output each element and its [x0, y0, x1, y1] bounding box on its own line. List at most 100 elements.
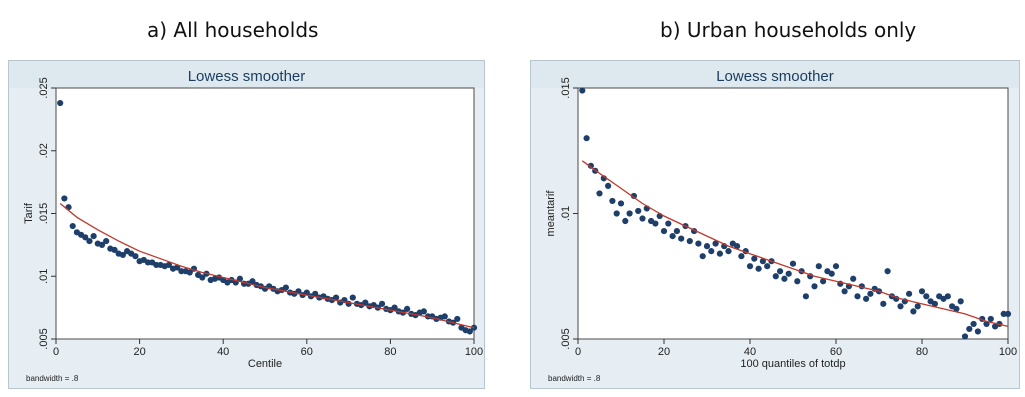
b-data-point — [712, 240, 719, 247]
a-data-point — [90, 232, 97, 240]
b-data-point — [880, 300, 887, 307]
b-lowess-line — [581, 160, 1009, 328]
a-x-tick-label: 20 — [133, 346, 145, 358]
b-data-point — [794, 278, 801, 285]
a-data-point — [362, 299, 369, 306]
a-data-point — [57, 99, 64, 107]
b-data-point — [957, 298, 964, 305]
b-data-point — [583, 135, 590, 142]
a-data-point — [86, 238, 93, 245]
a-data-point — [303, 289, 310, 296]
b-data-point — [759, 258, 766, 265]
a-data-point — [69, 222, 76, 230]
b-data-point — [703, 243, 711, 250]
b-data-point — [1004, 310, 1012, 317]
b-data-point — [820, 278, 827, 285]
chart-urban-households: Lowess smoother 0 20 40 60 80 100 .005 .01 .015 10… — [530, 60, 1020, 389]
chart-a-svg: Lowess smoother 0 20 40 60 80 100 .005 .01 .015 .0… — [8, 60, 485, 389]
b-data-point — [630, 192, 637, 200]
b-data-point — [678, 235, 685, 242]
b-data-point — [953, 305, 960, 312]
b-data-point — [987, 315, 994, 323]
a-x-tick-label: 40 — [217, 346, 229, 358]
b-data-point — [966, 325, 973, 333]
b-data-point — [884, 268, 891, 275]
b-data-point — [918, 288, 926, 295]
b-x-tick-label: 20 — [658, 346, 670, 358]
a-data-point — [103, 238, 110, 245]
b-data-point — [725, 248, 732, 255]
b-data-point — [923, 293, 930, 300]
a-x-axis-title: Centile — [248, 358, 282, 370]
b-data-point — [832, 263, 840, 270]
b-data-point — [639, 215, 646, 222]
b-data-point — [789, 260, 797, 267]
b-data-point — [755, 265, 762, 272]
b-data-point — [854, 293, 861, 300]
a-y-axis-title: Tarif — [23, 202, 35, 224]
a-data-point — [249, 278, 256, 285]
a-x-tick-label: 60 — [301, 346, 313, 358]
b-data-point — [596, 190, 603, 197]
b-data-point — [815, 263, 822, 270]
a-data-point — [98, 241, 106, 248]
a-y-tick-label: .005 — [38, 328, 50, 349]
b-data-point — [716, 250, 723, 257]
a-data-point — [470, 324, 478, 331]
b-x-tick-label: 40 — [744, 346, 756, 358]
b-y-tick-label: .015 — [560, 77, 572, 98]
b-data-point — [867, 290, 874, 297]
b-title: Lowess smoother — [716, 68, 834, 85]
a-title: Lowess smoother — [188, 68, 306, 85]
b-data-point — [828, 270, 835, 277]
b-data-point — [660, 227, 668, 235]
a-data-point — [61, 195, 68, 202]
a-data-point — [312, 290, 319, 297]
b-y-axis-title: meantarif — [545, 190, 557, 237]
b-data-point — [605, 182, 612, 189]
b-data-point — [738, 253, 745, 260]
a-plot-area — [55, 87, 475, 340]
b-bandwidth-note: bandwidth = .8 — [548, 374, 601, 383]
b-x-tick-label: 100 — [999, 346, 1017, 358]
b-data-point — [673, 227, 680, 235]
b-data-point — [579, 87, 586, 94]
b-data-point — [695, 240, 702, 247]
b-x-axis-title: 100 quantiles of totdp — [740, 358, 845, 370]
b-data-point — [850, 275, 857, 282]
b-data-point — [635, 207, 642, 215]
a-data-point — [332, 294, 340, 301]
b-data-point — [652, 220, 659, 227]
b-data-point — [944, 293, 951, 300]
a-data-point — [349, 294, 356, 301]
b-data-point — [699, 253, 706, 260]
b-data-point — [970, 320, 977, 328]
a-y-tick-label: .01 — [38, 269, 50, 284]
a-data-point — [404, 305, 411, 312]
a-y-tick-label: .025 — [38, 77, 50, 98]
panel-a-caption: a) All households — [147, 18, 319, 42]
a-x-tick-label: 0 — [53, 346, 59, 358]
a-x-tick-label: 100 — [465, 346, 483, 358]
b-data-point — [708, 248, 715, 255]
b-data-point — [906, 290, 913, 297]
a-y-tick-label: .02 — [38, 143, 50, 158]
b-data-point — [772, 273, 779, 280]
b-data-point — [897, 303, 904, 310]
b-data-point — [841, 288, 848, 295]
b-data-point — [785, 270, 792, 277]
b-data-point — [802, 293, 809, 300]
b-data-point — [617, 200, 625, 207]
a-data-point — [111, 246, 118, 253]
b-data-point — [914, 303, 921, 310]
a-data-point — [132, 253, 139, 260]
b-data-point — [777, 268, 784, 275]
b-data-point — [811, 283, 818, 290]
a-data-point — [454, 315, 461, 323]
a-data-point — [186, 269, 193, 276]
a-data-point — [82, 234, 89, 241]
a-data-point — [282, 284, 289, 291]
b-data-point — [686, 238, 693, 245]
a-data-point — [165, 261, 172, 269]
b-data-point — [587, 162, 594, 169]
